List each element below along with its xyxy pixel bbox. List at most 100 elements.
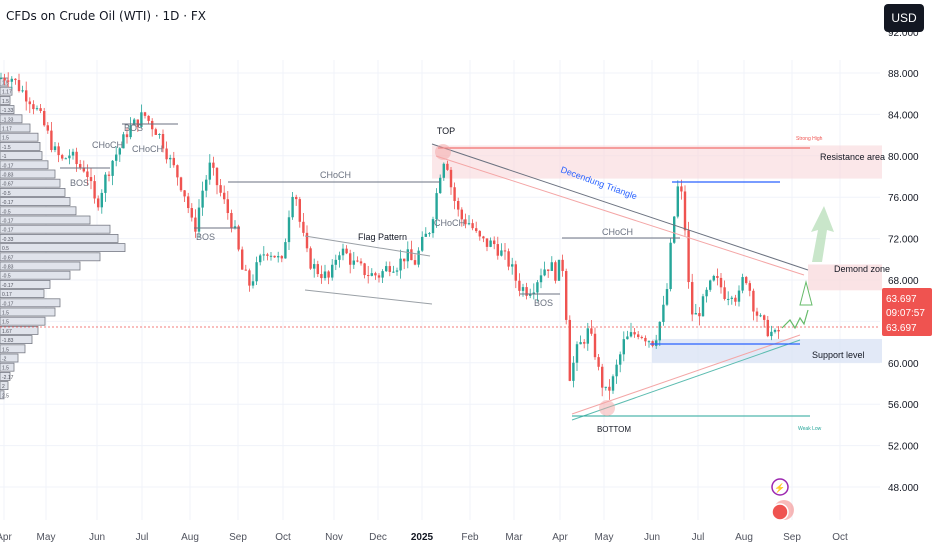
candle-body <box>619 354 622 365</box>
candle-body <box>629 332 633 337</box>
candle-body <box>39 108 42 112</box>
candle-body <box>219 185 222 193</box>
candle-body <box>676 186 679 217</box>
candle-body <box>665 289 669 305</box>
candle-body <box>683 191 687 231</box>
volume-profile-label: -0.17 <box>2 228 14 234</box>
candle-body <box>43 111 46 126</box>
candle-body <box>478 231 481 237</box>
candle-body <box>233 226 237 229</box>
weak-low-label: Weak Low <box>798 426 822 432</box>
candle-body <box>741 277 744 291</box>
candle-body <box>565 271 568 320</box>
event-icon[interactable] <box>771 478 789 496</box>
volume-profile-label: 2 <box>2 384 5 390</box>
candle-body <box>133 119 136 126</box>
candle-body <box>633 332 636 335</box>
candle-body <box>215 167 219 186</box>
candle-body <box>269 255 273 257</box>
candle-body <box>97 198 100 208</box>
candle-body <box>687 230 690 283</box>
triangle-upper-inner-line <box>435 155 805 276</box>
candle-body <box>100 192 103 208</box>
candle-body <box>719 277 723 288</box>
candle-body <box>763 315 766 320</box>
volume-profile-label: -1.33 <box>2 117 14 123</box>
candle-body <box>403 258 406 262</box>
volume-profile-bar <box>0 252 101 262</box>
bottom-label: BOTTOM <box>597 425 631 434</box>
candle-body <box>111 160 114 176</box>
candle-body <box>277 256 280 258</box>
candle-body <box>673 216 676 243</box>
y-tick-label: 92.000 <box>888 28 919 39</box>
flag-pattern-label: Flag Pattern <box>358 232 407 242</box>
top-marker <box>435 144 451 160</box>
candle-body <box>431 219 435 234</box>
candle-body <box>0 78 3 80</box>
candle-body <box>622 339 625 355</box>
volume-profile-label: -0.5 <box>2 191 11 197</box>
lightning-icon: ⚡ <box>774 482 785 494</box>
flag-upper-line <box>304 235 431 257</box>
candle-body <box>428 233 431 235</box>
x-tick-label: May <box>595 532 614 543</box>
candle-body <box>460 209 463 220</box>
candle-body <box>712 275 715 281</box>
candle-body <box>496 244 499 256</box>
candle-body <box>313 264 316 269</box>
candle-body <box>190 208 193 218</box>
y-tick-label: 60.000 <box>888 359 919 370</box>
candle-body <box>259 255 262 263</box>
candle-body <box>439 177 442 194</box>
candle-body <box>745 277 748 284</box>
candle-body <box>291 196 294 218</box>
candle-body <box>539 275 543 283</box>
candle-body <box>482 236 485 239</box>
candle-body <box>298 199 301 222</box>
candle-body <box>669 242 672 290</box>
candle-body <box>266 254 269 256</box>
candle-body <box>248 270 251 286</box>
volume-profile-label: -0.17 <box>2 219 14 225</box>
candle-body <box>118 148 121 155</box>
x-tick-label: Jul <box>136 532 149 543</box>
candle-body <box>471 223 474 229</box>
x-tick-label: May <box>37 532 56 543</box>
candle-body <box>647 341 651 343</box>
currency-button[interactable]: USD <box>884 4 924 32</box>
candle-body <box>500 250 503 256</box>
candle-body <box>737 290 741 302</box>
x-tick-label: Aug <box>735 532 753 543</box>
candle-body <box>507 251 510 267</box>
candle-body <box>169 157 172 160</box>
current-price-label: 63.697 <box>886 323 917 334</box>
countdown-label: 09:07:57 <box>886 308 925 319</box>
candle-body <box>449 169 453 188</box>
candle-body <box>424 233 427 237</box>
volume-profile-label: 1.5 <box>2 320 9 326</box>
candle-body <box>208 162 211 180</box>
candle-body <box>165 148 168 160</box>
candle-body <box>295 196 298 200</box>
candle-body <box>345 248 348 254</box>
candle-body <box>590 328 593 334</box>
volume-profile-label: 1.5 <box>2 136 9 142</box>
volume-profile-bar <box>0 289 45 299</box>
candle-body <box>115 154 118 161</box>
candle-body <box>709 280 712 290</box>
x-tick-label: Dec <box>369 532 387 543</box>
current-price-badge[interactable] <box>882 288 932 336</box>
flag-event-icon[interactable] <box>771 503 789 521</box>
candle-body <box>730 297 733 299</box>
candle-body <box>273 255 276 258</box>
flag-lower-line <box>304 289 433 305</box>
volume-profile-bar <box>0 307 56 317</box>
candle-body <box>21 90 24 92</box>
volume-profile-label: -2 <box>2 357 7 363</box>
volume-profile-bar <box>0 215 91 225</box>
candle-body <box>251 281 255 286</box>
candle-body <box>579 342 582 345</box>
candle-body <box>352 260 355 265</box>
